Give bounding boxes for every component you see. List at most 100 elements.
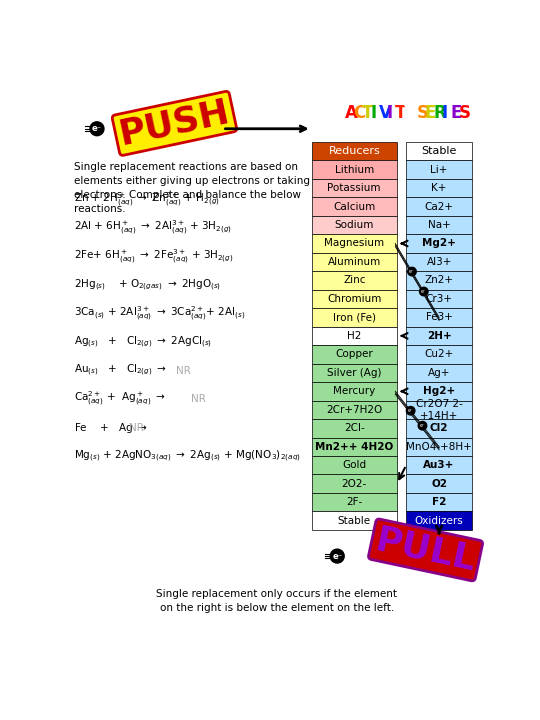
- Text: Ag$_{(s)}$   +   Cl$_{2(g)}$ $\rightarrow$ 2AgCl$_{(s)}$: Ag$_{(s)}$ + Cl$_{2(g)}$ $\rightarrow$ 2…: [73, 334, 212, 350]
- Text: E: E: [425, 104, 436, 122]
- Text: Copper: Copper: [335, 349, 373, 359]
- Circle shape: [408, 267, 416, 276]
- Bar: [312, 345, 397, 364]
- Text: Au$_{(s)}$   +   Cl$_{2(g)}$ $\rightarrow$: Au$_{(s)}$ + Cl$_{2(g)}$ $\rightarrow$: [73, 363, 169, 378]
- Text: 3Ca$_{(s)}$ + 2Al$^{3+}_{(aq)}$ $\rightarrow$ 3Ca$^{2+}_{(aq)}$+ 2Al$_{(s)}$: 3Ca$_{(s)}$ + 2Al$^{3+}_{(aq)}$ $\righta…: [73, 305, 245, 323]
- Bar: [406, 142, 472, 161]
- Text: Mg$_{(s)}$ + 2AgNO$_{3(aq)}$ $\rightarrow$ 2Ag$_{(s)}$ + Mg(NO$_3)_{2(aq)}$: Mg$_{(s)}$ + 2AgNO$_{3(aq)}$ $\rightarro…: [73, 449, 300, 464]
- Text: Reducers: Reducers: [328, 146, 380, 156]
- Text: F2: F2: [432, 498, 446, 507]
- Circle shape: [420, 287, 428, 296]
- Text: Li+: Li+: [430, 165, 448, 174]
- Text: e⁻: e⁻: [332, 552, 342, 561]
- Bar: [312, 179, 397, 197]
- Text: I: I: [370, 104, 376, 122]
- Bar: [312, 161, 397, 179]
- Text: Cr2O7 2-
+14H+: Cr2O7 2- +14H+: [416, 399, 463, 420]
- Circle shape: [407, 407, 415, 415]
- Text: 2Hg$_{(s)}$    + O$_{2(gas)}$ $\rightarrow$ 2HgO$_{(s)}$: 2Hg$_{(s)}$ + O$_{2(gas)}$ $\rightarrow$…: [73, 277, 221, 293]
- Text: MnO4-+8H+: MnO4-+8H+: [406, 442, 472, 451]
- Bar: [312, 438, 397, 456]
- Bar: [406, 197, 472, 216]
- Text: 2Cr+7H2O: 2Cr+7H2O: [326, 405, 382, 415]
- Text: Silver (Ag): Silver (Ag): [327, 368, 381, 378]
- Text: e⁻: e⁻: [420, 423, 426, 428]
- Text: NR: NR: [129, 423, 144, 433]
- Bar: [406, 216, 472, 234]
- Bar: [406, 474, 472, 493]
- Text: e⁻: e⁻: [409, 269, 415, 274]
- Bar: [312, 289, 397, 308]
- Text: Chromium: Chromium: [327, 294, 381, 304]
- Text: E: E: [450, 104, 461, 122]
- Text: Stable: Stable: [338, 516, 371, 526]
- Bar: [312, 327, 397, 345]
- Bar: [312, 234, 397, 253]
- Text: O2: O2: [431, 479, 447, 489]
- Text: 2F-: 2F-: [346, 498, 362, 507]
- Text: Stable: Stable: [421, 146, 457, 156]
- Bar: [406, 511, 472, 530]
- Text: K+: K+: [431, 183, 447, 193]
- Bar: [406, 493, 472, 511]
- Bar: [312, 400, 397, 419]
- Text: Al3+: Al3+: [427, 257, 452, 267]
- Bar: [406, 161, 472, 179]
- Bar: [312, 308, 397, 327]
- Text: Zn2+: Zn2+: [424, 276, 454, 285]
- Bar: [406, 419, 472, 438]
- Text: Sodium: Sodium: [335, 220, 374, 230]
- Text: 2Al + 6H$^+_{(aq)}$ $\rightarrow$ 2Al$^{3+}_{(aq)}$ + 3H$_{2(g)}$: 2Al + 6H$^+_{(aq)}$ $\rightarrow$ 2Al$^{…: [73, 219, 232, 238]
- Text: 2H+: 2H+: [427, 331, 451, 341]
- Text: Iron (Fe): Iron (Fe): [333, 312, 376, 323]
- Text: 2Cl-: 2Cl-: [344, 423, 365, 433]
- Text: Zn + 2H$^+_{(aq)}$ $\rightarrow$ Zn$^{2+}_{(aq)}$ + H$_{2(g)}$: Zn + 2H$^+_{(aq)}$ $\rightarrow$ Zn$^{2+…: [73, 190, 220, 209]
- Text: T: T: [395, 104, 407, 122]
- Text: Cu2+: Cu2+: [424, 349, 454, 359]
- Text: PUSH: PUSH: [116, 95, 233, 152]
- Text: e⁻: e⁻: [408, 408, 414, 413]
- Text: H2: H2: [347, 331, 361, 341]
- Text: Gold: Gold: [342, 460, 366, 470]
- Text: Mn2++ 4H2O: Mn2++ 4H2O: [315, 442, 393, 451]
- Bar: [406, 382, 472, 400]
- Bar: [406, 234, 472, 253]
- Bar: [406, 271, 472, 289]
- Bar: [406, 364, 472, 382]
- Text: R: R: [433, 104, 446, 122]
- Text: V: V: [379, 104, 392, 122]
- Text: Au3+: Au3+: [423, 460, 455, 470]
- Bar: [406, 179, 472, 197]
- Bar: [406, 400, 472, 419]
- Text: Zinc: Zinc: [343, 276, 366, 285]
- Bar: [312, 456, 397, 474]
- Bar: [406, 327, 472, 345]
- Bar: [312, 364, 397, 382]
- Text: Ag+: Ag+: [428, 368, 450, 378]
- Bar: [406, 456, 472, 474]
- Text: Oxidizers: Oxidizers: [415, 516, 463, 526]
- Text: Fe3+: Fe3+: [426, 312, 453, 323]
- Text: I: I: [387, 104, 393, 122]
- Text: Single replacement reactions are based on
elements either giving up electrons or: Single replacement reactions are based o…: [73, 162, 310, 214]
- Text: PULL: PULL: [372, 523, 479, 577]
- Bar: [312, 382, 397, 400]
- Text: 2Fe+ 6H$^+_{(aq)}$ $\rightarrow$ 2Fe$^{3+}_{(aq)}$ + 3H$_{2(g)}$: 2Fe+ 6H$^+_{(aq)}$ $\rightarrow$ 2Fe$^{3…: [73, 248, 233, 266]
- Bar: [312, 142, 397, 161]
- Text: Ca2+: Ca2+: [424, 202, 454, 212]
- Text: Hg2+: Hg2+: [423, 387, 455, 396]
- Bar: [312, 474, 397, 493]
- Text: Mercury: Mercury: [333, 387, 375, 396]
- Text: S: S: [416, 104, 429, 122]
- Text: NR: NR: [176, 366, 191, 376]
- Circle shape: [330, 549, 344, 563]
- Text: Lithium: Lithium: [335, 165, 374, 174]
- Bar: [312, 493, 397, 511]
- Text: Magnesium: Magnesium: [324, 238, 384, 248]
- Text: S: S: [458, 104, 470, 122]
- Text: Potassium: Potassium: [327, 183, 381, 193]
- Bar: [406, 438, 472, 456]
- Text: Cl2: Cl2: [430, 423, 448, 433]
- Text: Calcium: Calcium: [333, 202, 375, 212]
- Text: T: T: [362, 104, 373, 122]
